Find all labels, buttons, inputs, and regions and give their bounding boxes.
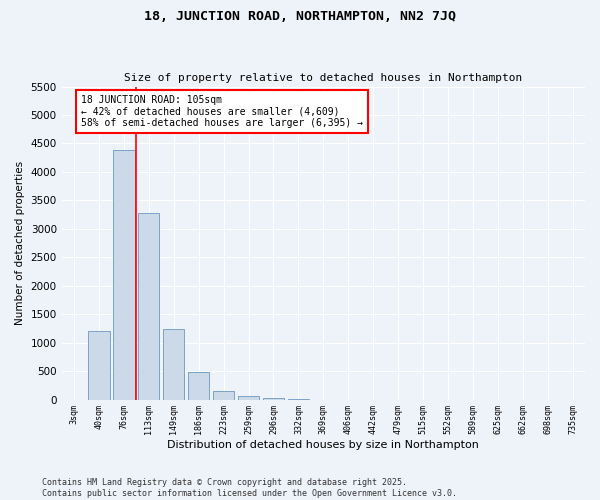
Y-axis label: Number of detached properties: Number of detached properties <box>15 161 25 325</box>
Text: 18 JUNCTION ROAD: 105sqm
← 42% of detached houses are smaller (4,609)
58% of sem: 18 JUNCTION ROAD: 105sqm ← 42% of detach… <box>81 95 363 128</box>
Bar <box>213 391 234 400</box>
Bar <box>163 329 184 400</box>
Bar <box>188 372 209 400</box>
Text: Contains HM Land Registry data © Crown copyright and database right 2025.
Contai: Contains HM Land Registry data © Crown c… <box>42 478 457 498</box>
Bar <box>263 398 284 400</box>
Bar <box>238 396 259 400</box>
Bar <box>288 399 309 400</box>
Title: Size of property relative to detached houses in Northampton: Size of property relative to detached ho… <box>124 73 523 83</box>
Bar <box>113 150 134 400</box>
X-axis label: Distribution of detached houses by size in Northampton: Distribution of detached houses by size … <box>167 440 479 450</box>
Bar <box>88 332 110 400</box>
Bar <box>138 214 160 400</box>
Text: 18, JUNCTION ROAD, NORTHAMPTON, NN2 7JQ: 18, JUNCTION ROAD, NORTHAMPTON, NN2 7JQ <box>144 10 456 23</box>
